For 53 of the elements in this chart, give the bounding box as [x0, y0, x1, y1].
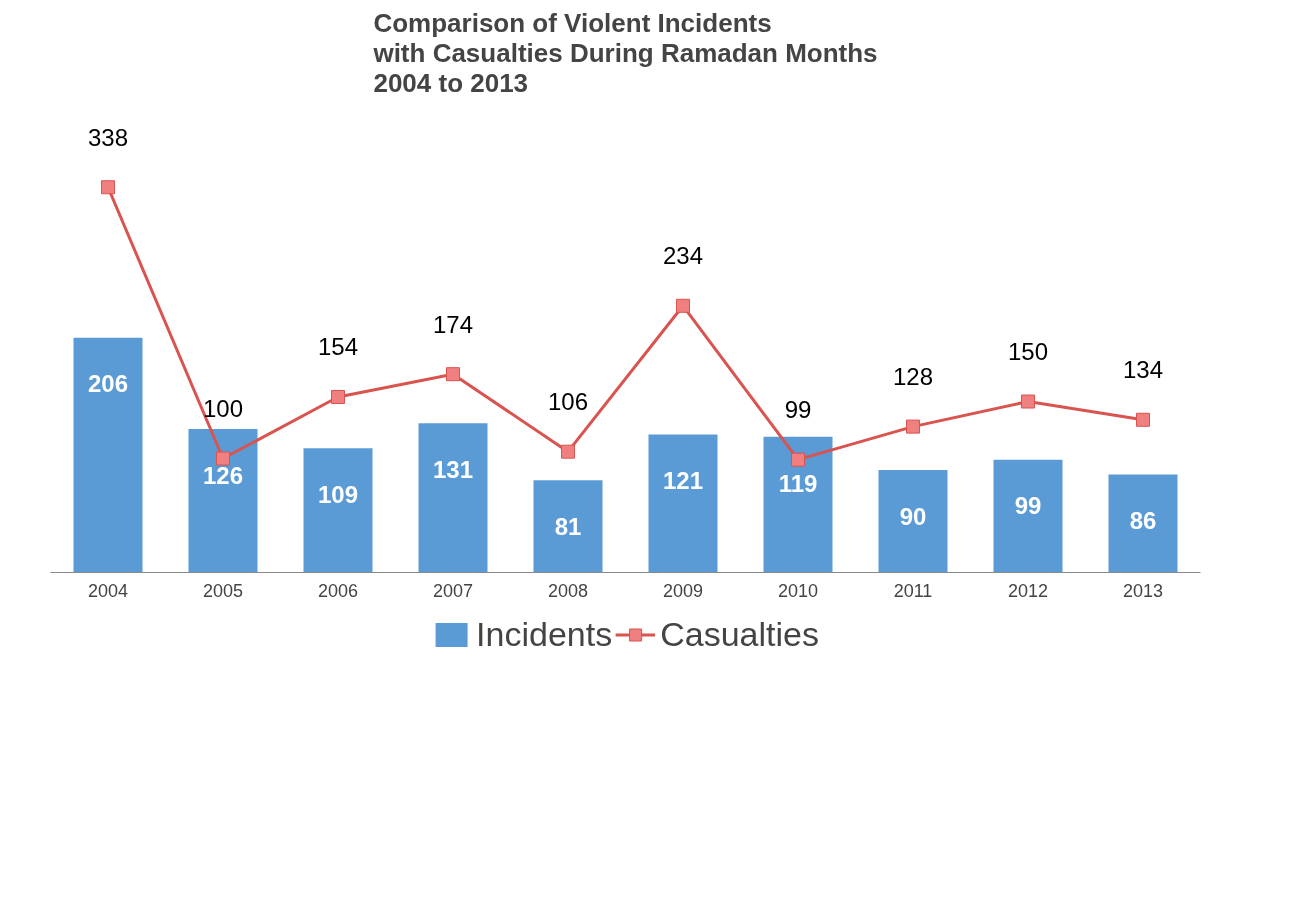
point — [101, 180, 115, 195]
point — [1021, 394, 1035, 409]
data-label: 174 — [432, 310, 474, 338]
bar — [648, 434, 718, 573]
data-label: 100 — [202, 394, 244, 422]
x-tick-label: 2013 — [1122, 580, 1164, 601]
x-tick-label: 2011 — [893, 580, 933, 601]
x-tick-label: 2006 — [317, 580, 359, 601]
bar — [188, 428, 258, 573]
x-tick-label: 2010 — [777, 580, 819, 601]
data-label: 99 — [1014, 492, 1042, 520]
bar — [73, 337, 143, 573]
x-tick-label: 2008 — [547, 580, 589, 601]
bar — [763, 436, 833, 573]
bar — [1108, 474, 1178, 573]
point — [216, 451, 230, 466]
data-label: 119 — [778, 469, 818, 497]
data-label: 99 — [784, 396, 812, 424]
x-tick-label: 2005 — [202, 580, 244, 601]
data-label: 131 — [432, 455, 474, 483]
data-label: 134 — [1122, 356, 1164, 384]
data-label: 90 — [899, 502, 927, 530]
data-label: 106 — [547, 388, 589, 416]
data-label: 206 — [87, 370, 129, 398]
data-label: 128 — [892, 363, 934, 391]
data-label: 86 — [1129, 507, 1157, 535]
bar — [533, 480, 603, 573]
data-label: 109 — [317, 480, 359, 508]
chart-title: Comparison of Violent Incidents with Casualties During Ramadan Months 2004 to 2013 — [372, 7, 878, 98]
x-tick-label: 2007 — [432, 580, 474, 601]
bar — [993, 459, 1063, 573]
legend-label: Casualties — [660, 614, 819, 654]
data-label: 234 — [662, 242, 704, 270]
data-label: 121 — [662, 467, 704, 495]
bar — [418, 423, 488, 573]
bar — [878, 469, 948, 573]
x-tick-label: 2009 — [662, 580, 704, 601]
point — [676, 298, 690, 313]
data-label: 338 — [87, 123, 129, 151]
data-label: 154 — [317, 333, 359, 361]
point — [446, 367, 460, 382]
data-label: 126 — [202, 461, 244, 489]
data-label: 150 — [1007, 337, 1049, 365]
legend-label: Incidents — [476, 614, 613, 654]
point — [331, 389, 345, 404]
point — [791, 452, 805, 467]
point — [561, 444, 575, 459]
bar — [303, 448, 373, 573]
x-tick-label: 2012 — [1007, 580, 1049, 601]
data-label: 81 — [554, 512, 582, 540]
point — [906, 419, 920, 434]
point — [1136, 412, 1150, 427]
x-tick-label: 2004 — [87, 580, 129, 601]
